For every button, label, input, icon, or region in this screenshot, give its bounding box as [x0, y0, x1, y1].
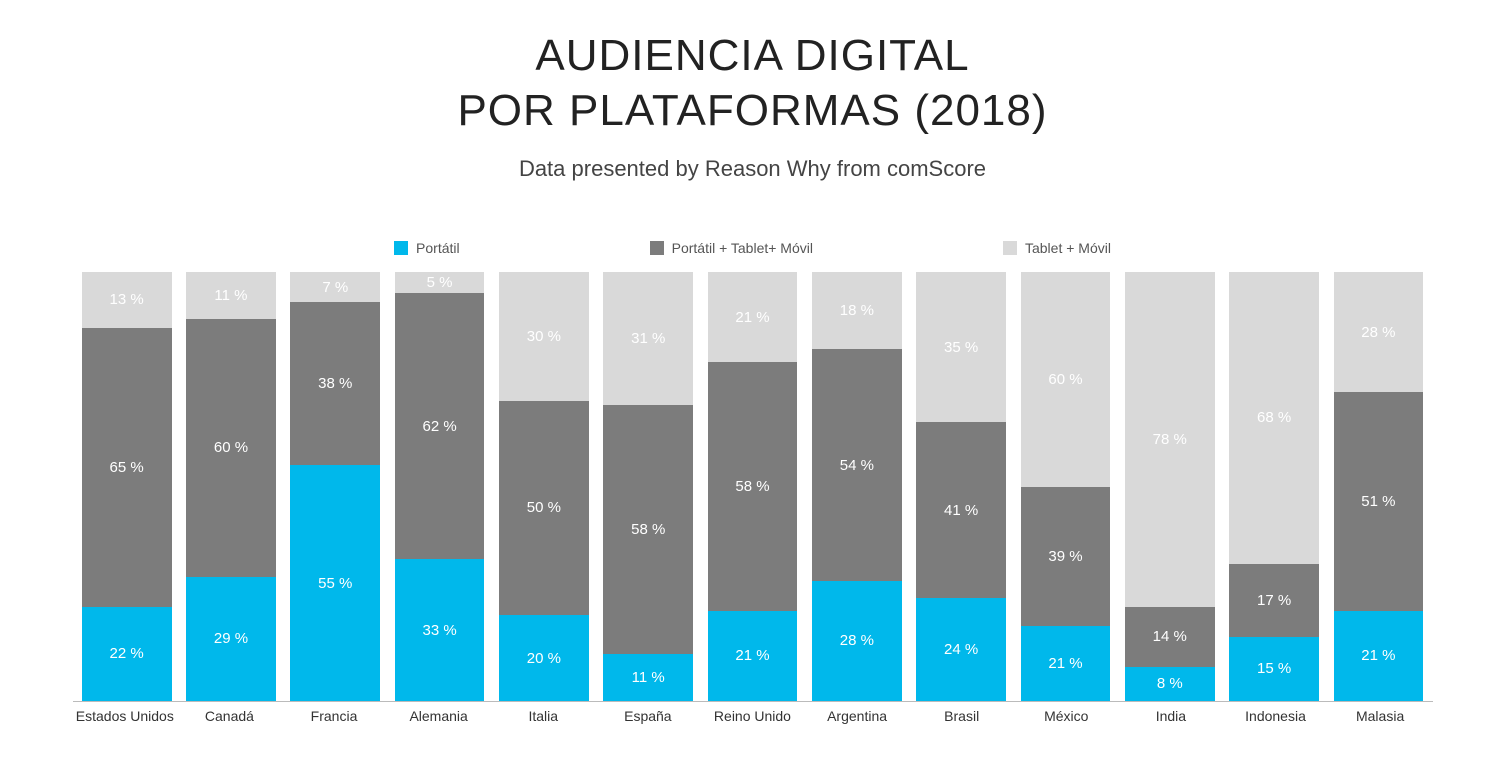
stacked-bar: 78 %14 %8 % [1125, 272, 1215, 701]
segment-portatil-tablet-movil: 51 % [1334, 392, 1424, 611]
segment-portatil: 8 % [1125, 667, 1215, 701]
segment-portatil: 22 % [82, 607, 172, 701]
chart-title-line2: POR PLATAFORMAS (2018) [457, 83, 1047, 138]
segment-portatil-tablet-movil: 58 % [603, 405, 693, 654]
stacked-bar: 13 %65 %22 % [82, 272, 172, 701]
stacked-bar: 5 %62 %33 % [395, 272, 485, 701]
segment-tablet-movil: 13 % [82, 272, 172, 328]
x-axis-label: Argentina [805, 708, 910, 724]
segment-tablet-movil: 35 % [916, 272, 1006, 422]
bar-column: 78 %14 %8 % [1118, 272, 1222, 701]
chart-subtitle: Data presented by Reason Why from comSco… [457, 156, 1047, 182]
legend-swatch-movil [1003, 241, 1017, 255]
segment-tablet-movil: 60 % [1021, 272, 1111, 487]
x-axis-label: España [596, 708, 701, 724]
segment-tablet-movil: 11 % [186, 272, 276, 319]
legend-label-multi: Portátil + Tablet+ Móvil [672, 240, 813, 256]
segment-portatil-tablet-movil: 39 % [1021, 487, 1111, 626]
segment-tablet-movil: 7 % [290, 272, 380, 302]
stacked-bar: 68 %17 %15 % [1229, 272, 1319, 701]
legend-swatch-portatil [394, 241, 408, 255]
bar-column: 28 %51 %21 % [1326, 272, 1430, 701]
chart-legend: Portátil Portátil + Tablet+ Móvil Tablet… [73, 240, 1433, 256]
bar-column: 11 %60 %29 % [179, 272, 283, 701]
stacked-bar: 35 %41 %24 % [916, 272, 1006, 701]
bar-column: 18 %54 %28 % [805, 272, 909, 701]
legend-item-multi: Portátil + Tablet+ Móvil [650, 240, 813, 256]
segment-tablet-movil: 30 % [499, 272, 589, 401]
legend-item-movil: Tablet + Móvil [1003, 240, 1111, 256]
legend-label-portatil: Portátil [416, 240, 460, 256]
x-axis-labels: Estados UnidosCanadáFranciaAlemaniaItali… [73, 708, 1433, 724]
segment-portatil: 55 % [290, 465, 380, 701]
x-axis-label: Estados Unidos [73, 708, 178, 724]
segment-portatil: 28 % [812, 581, 902, 701]
chart-area: 13 %65 %22 %11 %60 %29 %7 %38 %55 %5 %62… [73, 272, 1433, 724]
segment-portatil-tablet-movil: 58 % [708, 362, 798, 611]
x-axis-label: México [1014, 708, 1119, 724]
x-axis-label: Francia [282, 708, 387, 724]
segment-portatil: 21 % [1334, 611, 1424, 701]
segment-tablet-movil: 5 % [395, 272, 485, 293]
segment-portatil: 24 % [916, 598, 1006, 701]
bar-column: 68 %17 %15 % [1222, 272, 1326, 701]
segment-portatil-tablet-movil: 50 % [499, 401, 589, 616]
segment-portatil-tablet-movil: 17 % [1229, 564, 1319, 637]
segment-tablet-movil: 78 % [1125, 272, 1215, 607]
legend-swatch-multi [650, 241, 664, 255]
x-axis-label: Alemania [386, 708, 491, 724]
segment-tablet-movil: 31 % [603, 272, 693, 405]
bar-column: 31 %58 %11 % [596, 272, 700, 701]
x-axis-label: India [1119, 708, 1224, 724]
x-axis-label: Indonesia [1223, 708, 1328, 724]
segment-tablet-movil: 18 % [812, 272, 902, 349]
segment-tablet-movil: 21 % [708, 272, 798, 362]
chart-title-line1: AUDIENCIA DIGITAL [457, 28, 1047, 83]
segment-portatil: 21 % [708, 611, 798, 701]
segment-portatil: 20 % [499, 615, 589, 701]
segment-tablet-movil: 68 % [1229, 272, 1319, 564]
segment-portatil-tablet-movil: 14 % [1125, 607, 1215, 667]
segment-portatil-tablet-movil: 60 % [186, 319, 276, 576]
segment-portatil: 29 % [186, 577, 276, 701]
stacked-bar: 30 %50 %20 % [499, 272, 589, 701]
segment-tablet-movil: 28 % [1334, 272, 1424, 392]
stacked-bar-chart: 13 %65 %22 %11 %60 %29 %7 %38 %55 %5 %62… [73, 272, 1433, 702]
bar-column: 30 %50 %20 % [492, 272, 596, 701]
bar-column: 7 %38 %55 % [283, 272, 387, 701]
x-axis-label: Canadá [177, 708, 282, 724]
stacked-bar: 11 %60 %29 % [186, 272, 276, 701]
bar-column: 60 %39 %21 % [1013, 272, 1117, 701]
stacked-bar: 28 %51 %21 % [1334, 272, 1424, 701]
stacked-bar: 60 %39 %21 % [1021, 272, 1111, 701]
segment-portatil: 21 % [1021, 626, 1111, 701]
bar-column: 13 %65 %22 % [75, 272, 179, 701]
bar-column: 35 %41 %24 % [909, 272, 1013, 701]
segment-portatil: 11 % [603, 654, 693, 701]
stacked-bar: 21 %58 %21 % [708, 272, 798, 701]
segment-portatil-tablet-movil: 41 % [916, 422, 1006, 598]
legend-item-portatil: Portátil [394, 240, 460, 256]
chart-header: AUDIENCIA DIGITAL POR PLATAFORMAS (2018)… [457, 28, 1047, 182]
segment-portatil-tablet-movil: 54 % [812, 349, 902, 581]
segment-portatil: 15 % [1229, 637, 1319, 701]
segment-portatil-tablet-movil: 62 % [395, 293, 485, 559]
legend-label-movil: Tablet + Móvil [1025, 240, 1111, 256]
bar-column: 5 %62 %33 % [387, 272, 491, 701]
segment-portatil-tablet-movil: 38 % [290, 302, 380, 465]
stacked-bar: 18 %54 %28 % [812, 272, 902, 701]
x-axis-label: Italia [491, 708, 596, 724]
x-axis-label: Brasil [909, 708, 1014, 724]
stacked-bar: 7 %38 %55 % [290, 272, 380, 701]
stacked-bar: 31 %58 %11 % [603, 272, 693, 701]
segment-portatil-tablet-movil: 65 % [82, 328, 172, 607]
x-axis-label: Reino Unido [700, 708, 805, 724]
bar-column: 21 %58 %21 % [700, 272, 804, 701]
x-axis-label: Malasia [1328, 708, 1433, 724]
segment-portatil: 33 % [395, 559, 485, 701]
